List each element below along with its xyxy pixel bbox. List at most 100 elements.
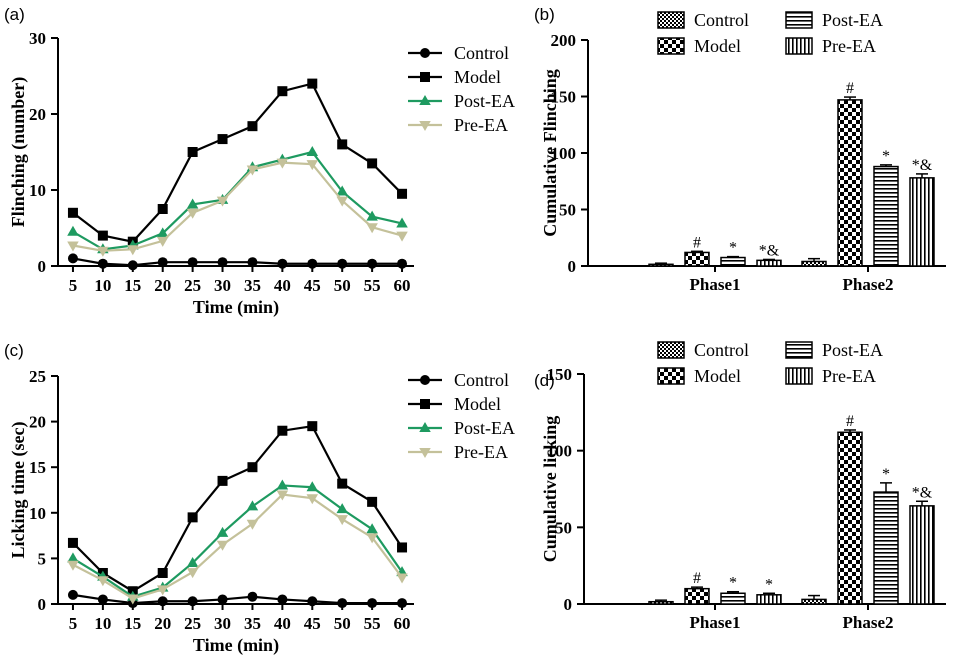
data-point-model	[337, 139, 347, 149]
data-point-model	[247, 462, 257, 472]
legend-item-pre-ea: Pre-EA	[408, 115, 508, 135]
data-point-post-ea	[336, 503, 348, 513]
bar-control-phase1	[649, 263, 673, 266]
data-point-model	[307, 79, 317, 89]
category-label-phase1: Phase1	[690, 613, 741, 632]
data-point-control	[307, 259, 317, 269]
bar-post-ea-phase2: *	[874, 466, 898, 604]
x-tick-label: 45	[304, 614, 321, 633]
y-axis-title: Licking time (sec)	[8, 422, 29, 559]
bar-pre-ea	[910, 506, 934, 604]
x-tick-label: 10	[94, 276, 111, 295]
bar-post-ea	[721, 593, 745, 604]
data-point-control	[68, 590, 78, 600]
legend-item-control: Control	[408, 43, 509, 63]
series-line-control	[73, 258, 402, 265]
bar-control	[649, 602, 673, 604]
significance-mark: *&	[912, 157, 933, 174]
x-tick-label: 15	[124, 276, 141, 295]
bar-pre-ea-phase2: *&	[910, 484, 934, 604]
significance-mark: *&	[759, 242, 780, 259]
bar-pre-ea	[910, 178, 934, 266]
category-label-phase2: Phase2	[843, 613, 894, 632]
bar-model-phase1: #	[685, 234, 709, 266]
x-tick-label: 55	[364, 276, 381, 295]
bar-model	[685, 252, 709, 266]
legend-label: Post-EA	[454, 418, 515, 438]
bar-post-ea-phase2: *	[874, 148, 898, 266]
data-point-control	[397, 598, 407, 608]
legend-label: Post-EA	[822, 10, 883, 30]
legend-item-post-ea: Post-EA	[786, 340, 883, 360]
bar-pre-ea	[757, 260, 781, 266]
legend-swatch	[658, 342, 684, 358]
data-point-model	[307, 421, 317, 431]
x-tick-label: 60	[394, 614, 411, 633]
panel-b-cumulative-flinching-bar-chart: (b)050100150200Cumulative FlinchingPhase…	[534, 5, 946, 294]
bar-pre-ea-phase1: *&	[757, 242, 781, 266]
significance-mark: *	[882, 148, 890, 165]
y-tick-label: 20	[29, 413, 46, 432]
x-tick-label: 50	[334, 276, 351, 295]
bar-pre-ea-phase2: *&	[910, 157, 934, 266]
data-point-model	[188, 512, 198, 522]
data-point-control	[247, 257, 257, 267]
bar-post-ea	[874, 492, 898, 604]
bar-control	[802, 261, 826, 266]
legend-swatch	[658, 368, 684, 384]
legend-marker	[420, 399, 430, 409]
data-point-control	[337, 259, 347, 269]
significance-mark: *	[882, 466, 890, 483]
significance-mark: *	[765, 576, 773, 593]
x-tick-label: 45	[304, 276, 321, 295]
x-tick-label: 40	[274, 276, 291, 295]
data-point-model	[247, 121, 257, 131]
data-point-model	[397, 189, 407, 199]
panel-a-flinching-line-chart: (a) 0 10 20 30 5 10 15 20 25 30 35 40 45 50 55 60 Time (m…	[4, 5, 515, 318]
legend-marker	[420, 375, 430, 385]
data-point-post-ea	[277, 479, 289, 489]
data-point-model	[367, 497, 377, 507]
data-point-model	[218, 476, 228, 486]
data-point-control	[247, 592, 257, 602]
data-point-post-ea	[307, 146, 319, 156]
series-control	[68, 253, 407, 270]
data-point-control	[218, 594, 228, 604]
series-line-pre-ea	[73, 495, 402, 599]
y-tick-label: 10	[29, 181, 46, 200]
x-tick-label: 25	[184, 614, 201, 633]
bar-post-ea	[721, 258, 745, 266]
series-post-ea	[67, 146, 408, 253]
data-point-model	[397, 542, 407, 552]
x-tick-label: 55	[364, 614, 381, 633]
significance-mark: *&	[912, 484, 933, 501]
y-tick-label: 150	[547, 365, 573, 384]
bar-model-phase2: #	[838, 80, 862, 266]
x-tick-label: 50	[334, 614, 351, 633]
data-point-control	[397, 259, 407, 269]
series-model	[68, 421, 407, 596]
series-line-control	[73, 595, 402, 603]
x-tick-label: 15	[124, 614, 141, 633]
bar-control	[649, 264, 673, 266]
x-tick-label: 10	[94, 614, 111, 633]
x-axis-title: Time (min)	[193, 297, 279, 318]
legend-item-model: Model	[408, 67, 501, 87]
data-point-post-ea	[366, 523, 378, 533]
data-point-control	[158, 257, 168, 267]
legend-swatch	[658, 12, 684, 28]
legend-swatch	[786, 368, 812, 384]
series-line-model	[73, 426, 402, 591]
bar-post-ea	[874, 167, 898, 266]
legend-label: Pre-EA	[822, 366, 876, 386]
data-point-model	[218, 134, 228, 144]
data-point-model	[68, 208, 78, 218]
legend-marker	[420, 48, 430, 58]
data-point-pre-ea	[247, 520, 259, 530]
data-point-control	[158, 596, 168, 606]
data-point-post-ea	[67, 226, 79, 236]
data-point-pre-ea	[187, 568, 199, 578]
data-point-model	[158, 204, 168, 214]
bar-model	[838, 100, 862, 266]
